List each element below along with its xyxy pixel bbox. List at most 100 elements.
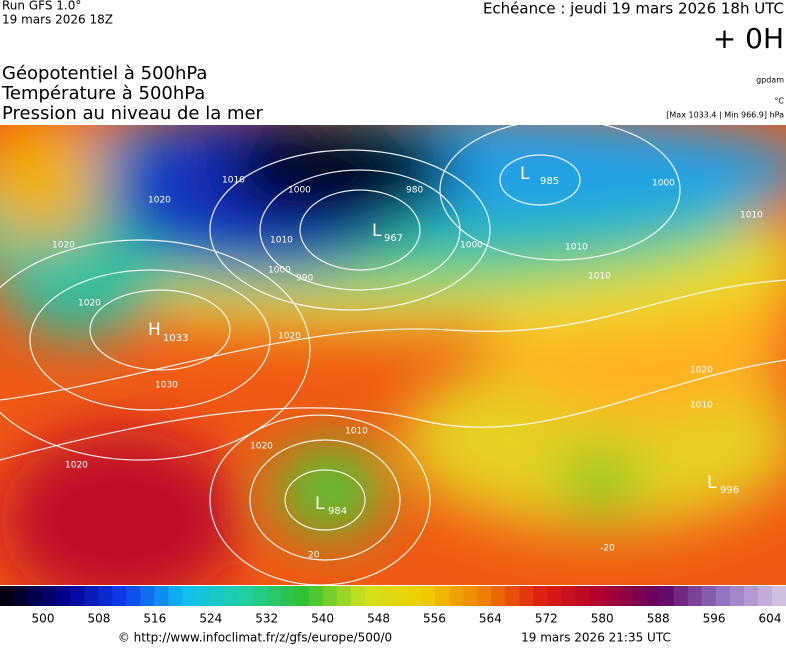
colorbar-swatch [505, 586, 520, 606]
colorbar-swatch [266, 586, 282, 606]
unit: [Max 1033.4 | Min 966.9] hPa [666, 111, 784, 120]
colorbar-swatch [561, 586, 576, 606]
colorbar-tick-label: 516 [143, 612, 166, 626]
colorbar-swatch [168, 586, 183, 606]
isobar-label: 1020 [148, 196, 171, 206]
colorbar-swatch [533, 586, 548, 606]
colorbar-swatch [378, 586, 394, 606]
colorbar-tick-label: 548 [367, 612, 390, 626]
colorbar-swatch [294, 586, 310, 606]
colorbar-swatch [673, 586, 689, 606]
colorbar-swatch [112, 586, 127, 606]
colorbar-swatch [238, 586, 253, 606]
isobar-label: 1020 [78, 299, 101, 309]
colorbar-swatch [126, 586, 141, 606]
offset: + 0H [713, 22, 784, 55]
colorbar-swatch [701, 586, 717, 606]
isobar-label: 1020 [52, 241, 75, 251]
colorbar-swatch [519, 586, 534, 606]
isobar-label: 1010 [270, 236, 293, 246]
colorbar-tick-label: 572 [535, 612, 558, 626]
isobar-label: 990 [296, 274, 313, 284]
colorbar-swatch [0, 586, 15, 606]
center-labels: L 985 L 967 H 1033 L 984 L 996 [148, 164, 739, 517]
isobar-label: 1010 [740, 211, 763, 221]
colorbar-swatch [659, 586, 675, 606]
center: L [707, 473, 717, 493]
isobar-label: 1020 [278, 332, 301, 342]
colorbar-tick-label: 508 [87, 612, 110, 626]
run-date: 19 mars 2026 18Z [2, 13, 113, 27]
colorbar-swatch [154, 586, 169, 606]
title: Géopotentiel à 500hPa [2, 63, 207, 84]
isobar-label: 1020 [690, 366, 713, 376]
isobar-label: 1020 [65, 461, 88, 471]
title: Température à 500hPa [1, 83, 205, 104]
isobar-label: 1010 [565, 243, 588, 253]
colorbar-swatch [98, 586, 113, 606]
colorbar-swatch [336, 586, 352, 606]
colorbar-tick-label: 500 [32, 612, 55, 626]
colorbar-tick-label: 564 [479, 612, 502, 626]
isobar-label: -20 [600, 544, 615, 554]
colorbar-swatch [547, 586, 562, 606]
isobar-label: 1000 [268, 266, 291, 276]
colorbar-swatch [421, 586, 436, 606]
center-value: 1033 [163, 333, 188, 344]
colorbar-swatch [210, 586, 225, 606]
isobar-label: 1010 [222, 176, 245, 186]
colorbar-swatch [631, 586, 646, 606]
isobar-label: 1030 [155, 381, 178, 391]
colorbar-swatch [350, 586, 366, 606]
colorbar-tick-label: 580 [591, 612, 614, 626]
isobar-label: 1010 [588, 272, 611, 282]
center: L [315, 494, 325, 514]
center: L [520, 164, 530, 184]
colorbar-swatch [14, 586, 29, 606]
colorbar-tick-label: 532 [255, 612, 278, 626]
colorbar-swatch [84, 586, 99, 606]
map: L 985 L 967 H 1033 L 984 L 996 1010 1000… [0, 125, 786, 585]
colorbar-swatch [589, 586, 604, 606]
colorbar-swatch [463, 586, 478, 606]
unit: gpdam [756, 76, 784, 85]
colorbar-swatch [70, 586, 85, 606]
colorbar: 500 508 516 524 532 540 548 556 564 572 580 588 596 6… [0, 586, 786, 626]
isobar-label: 1020 [250, 442, 273, 452]
colorbar-swatch [435, 586, 450, 606]
colorbar-swatch [42, 586, 57, 606]
footer-url: © http://www.infoclimat.fr/z/gfs/europe/… [118, 631, 392, 645]
colorbar-swatch [575, 586, 590, 606]
colorbar-swatch [743, 586, 759, 606]
colorbar-swatch [449, 586, 464, 606]
center-value: 984 [328, 506, 347, 517]
unit: °C [774, 97, 784, 106]
colorbar-swatch [140, 586, 155, 606]
center-value: 967 [384, 233, 403, 244]
colorbar-swatch [603, 586, 618, 606]
colorbar-swatch [729, 586, 745, 606]
isobar-label: 1000 [460, 241, 483, 251]
colorbar-swatch [645, 586, 660, 606]
center-value: 996 [720, 485, 739, 496]
colorbar-swatch [771, 586, 786, 606]
colorbar-swatch [491, 586, 506, 606]
echeance: Echéance : jeudi 19 mars 2026 18h UTC [483, 0, 784, 18]
colorbar-swatch [687, 586, 703, 606]
run: Run GFS 1.0° [2, 0, 81, 13]
colorbar-tick-label: 556 [423, 612, 446, 626]
isobar-label: 20 [308, 551, 320, 561]
colorbar-swatch [322, 586, 338, 606]
colorbar-tick-label: 588 [647, 612, 670, 626]
isobar-label: 980 [406, 186, 423, 196]
colorbar-swatch [56, 586, 71, 606]
colorbar-swatch [308, 586, 324, 606]
center: L [372, 221, 382, 241]
colorbar-swatch [364, 586, 380, 606]
colorbar-tick-label: 540 [311, 612, 334, 626]
colorbar-swatch [393, 586, 408, 606]
colorbar-swatch [224, 586, 239, 606]
isobar-label: 1010 [690, 401, 713, 411]
